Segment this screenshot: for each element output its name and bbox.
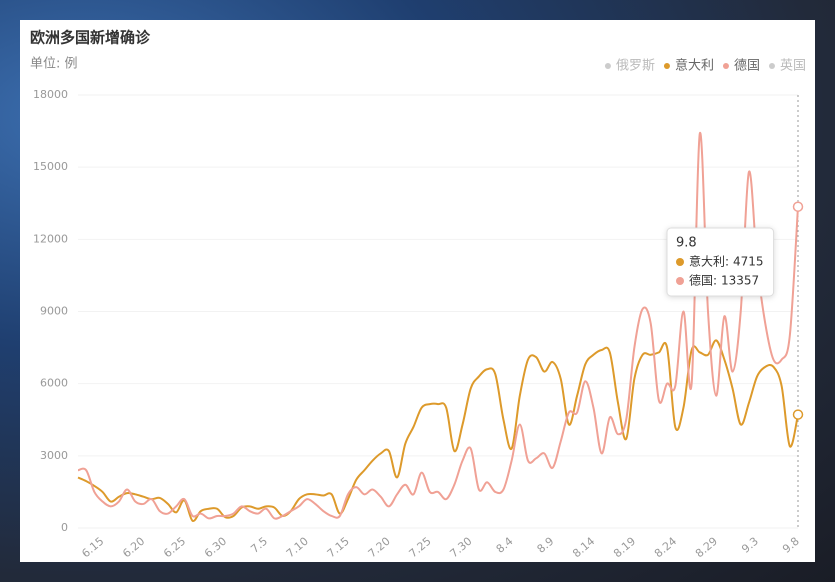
y-tick-label: 12000 xyxy=(33,232,68,245)
legend-label: 德国 xyxy=(734,59,760,74)
tooltip-sep: : xyxy=(713,274,717,288)
legend[interactable]: 英国 德国 意大利 俄罗斯 xyxy=(604,58,806,74)
tooltip-name: 德国 xyxy=(689,273,713,288)
tooltip-title: 9.8 xyxy=(676,236,697,251)
tooltip-value: 4715 xyxy=(733,255,764,269)
tooltip-value: 13357 xyxy=(721,274,759,288)
legend-label: 意大利 xyxy=(675,58,714,74)
y-tick-label: 15000 xyxy=(33,160,68,173)
y-tick-label: 6000 xyxy=(40,377,68,390)
tooltip-name: 意大利 xyxy=(689,254,725,269)
tooltip-sep: : xyxy=(725,255,729,269)
hover-point xyxy=(792,409,804,420)
y-tick-label: 0 xyxy=(61,521,68,534)
legend-dot xyxy=(722,63,729,69)
legend-label: 俄罗斯 xyxy=(616,59,655,74)
y-tick-label: 3000 xyxy=(40,449,68,462)
legend-label: 英国 xyxy=(780,59,806,74)
legend-dot xyxy=(768,63,775,69)
chart-title: 欧洲多国新增确诊 xyxy=(30,29,151,47)
tooltip-dot xyxy=(676,277,684,285)
y-tick-label: 9000 xyxy=(40,305,68,318)
y-axis-label: 单位: 例 xyxy=(30,57,78,72)
y-tick-label: 18000 xyxy=(33,88,68,101)
legend-dot xyxy=(663,63,670,69)
tooltip-dot xyxy=(676,258,684,266)
tooltip-box xyxy=(666,227,775,297)
legend-dot xyxy=(604,63,611,69)
hover-point xyxy=(792,201,804,212)
